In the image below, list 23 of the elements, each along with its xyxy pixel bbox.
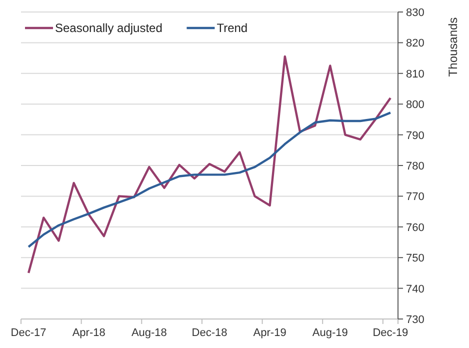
y-tick-label: 730: [406, 314, 424, 326]
y-tick-label: 810: [406, 68, 424, 80]
x-tick-label: Apr-19: [253, 327, 286, 339]
y-tick-label: 820: [406, 38, 424, 50]
y-tick-label: 740: [406, 283, 424, 296]
x-tick-label: Apr-18: [72, 327, 106, 339]
y-tick-label: 780: [406, 160, 424, 172]
y-axis-title: Thousands: [446, 17, 460, 77]
y-tick-label: 790: [406, 130, 424, 142]
legend-label: Seasonally adjusted: [55, 21, 162, 35]
x-tick-label: Aug-19: [312, 327, 348, 339]
line-series: [27, 55, 392, 274]
line-series: [27, 112, 392, 248]
x-tick-label: Dec-18: [192, 327, 228, 339]
y-tick-label: 800: [406, 99, 424, 112]
y-tick-label: 750: [406, 252, 424, 265]
x-tick-label: Aug-18: [131, 327, 167, 339]
x-tick-label: Dec-19: [372, 327, 408, 339]
y-tick-label: 830: [406, 7, 424, 19]
y-tick-label: 770: [406, 191, 424, 204]
legend-label: Trend: [216, 21, 248, 35]
x-tick-label: Dec-17: [10, 327, 46, 339]
y-tick-label: 760: [406, 222, 424, 234]
